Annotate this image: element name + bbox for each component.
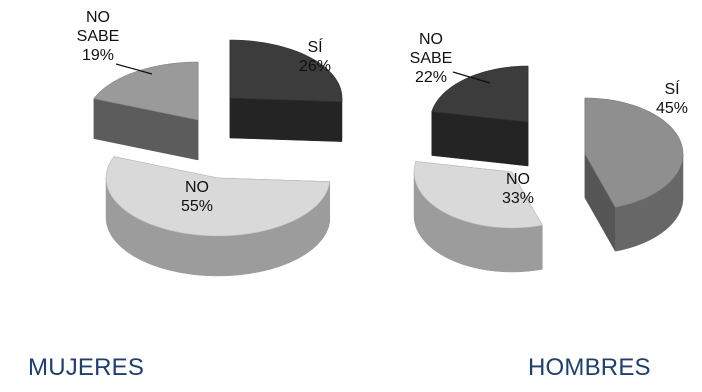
- hombres-label-no-sabe: NO SABE 22%: [410, 31, 453, 86]
- mujeres-label-no: NO 55%: [181, 179, 213, 215]
- mujeres-title: MUJERES: [28, 354, 145, 381]
- hombres-slice-si: [584, 97, 684, 253]
- hombres-title: HOMBRES: [528, 354, 651, 381]
- hombres-leader-line: [452, 71, 491, 84]
- mujeres-label-si: SÍ 26%: [299, 37, 331, 75]
- hombres-slice-no-sabe: [431, 65, 529, 167]
- mujeres-slice-no: [105, 156, 331, 277]
- mujeres-label-no-sabe: NO SABE 19%: [77, 9, 120, 64]
- mujeres-pie: SÍ 26% NO 55% NO SABE 19%: [77, 9, 343, 277]
- hombres-label-no: NO 33%: [502, 171, 534, 207]
- mujeres-slice-si: [229, 39, 343, 142]
- hombres-pie: SÍ 45% NO 33% NO SABE 22%: [410, 31, 688, 273]
- hombres-label-si: SÍ 45%: [656, 79, 688, 117]
- mujeres-leader-line: [115, 63, 153, 75]
- mujeres-slice-no-sabe: [93, 61, 199, 161]
- hombres-slice-no: [413, 161, 543, 273]
